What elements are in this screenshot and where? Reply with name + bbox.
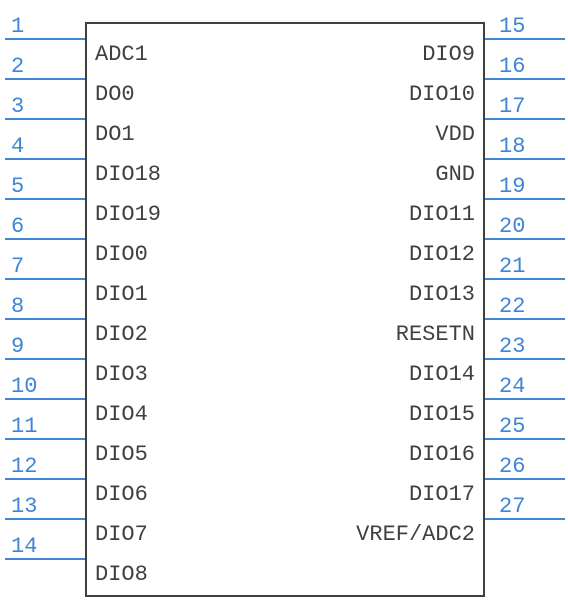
pin-number: 20 [499,214,525,239]
pin-label: DIO8 [95,562,148,587]
pin-label: RESETN [396,322,475,347]
pin-number: 9 [11,334,24,359]
pin-number: 26 [499,454,525,479]
pin-number: 22 [499,294,525,319]
pin-label: DIO0 [95,242,148,267]
pin-label: DIO3 [95,362,148,387]
pin-label: DIO13 [409,282,475,307]
pin-label: DIO5 [95,442,148,467]
pin-number: 19 [499,174,525,199]
pin-label: DIO17 [409,482,475,507]
pin-label: DIO6 [95,482,148,507]
pin-label: GND [435,162,475,187]
pin-label: DO0 [95,82,135,107]
pin-label: DIO12 [409,242,475,267]
pin-label: DIO7 [95,522,148,547]
pin-label: DIO1 [95,282,148,307]
pin-label: ADC1 [95,42,148,67]
pin-number: 2 [11,54,24,79]
pin-number: 25 [499,414,525,439]
pin-number: 18 [499,134,525,159]
pin-number: 11 [11,414,37,439]
pin-number: 13 [11,494,37,519]
pin-number: 10 [11,374,37,399]
pin-number: 27 [499,494,525,519]
pin-number: 4 [11,134,24,159]
pin-number: 6 [11,214,24,239]
pin-label: DIO14 [409,362,475,387]
pin-number: 8 [11,294,24,319]
pin-label: DIO11 [409,202,475,227]
pinout-diagram: 1ADC12DO03DO14DIO185DIO196DIO07DIO18DIO2… [0,0,568,612]
pin-number: 24 [499,374,525,399]
pin-label: DIO2 [95,322,148,347]
pin-number: 21 [499,254,525,279]
pin-number: 16 [499,54,525,79]
pin-number: 1 [11,14,24,39]
pin-number: 12 [11,454,37,479]
pin-label: DIO4 [95,402,148,427]
pin-number: 3 [11,94,24,119]
pin-number: 23 [499,334,525,359]
pin-label: DIO9 [422,42,475,67]
pin-label: DO1 [95,122,135,147]
pin-number: 5 [11,174,24,199]
pin-label: DIO16 [409,442,475,467]
pin-number: 15 [499,14,525,39]
pin-label: VREF/ADC2 [356,522,475,547]
pin-number: 17 [499,94,525,119]
pin-label: DIO10 [409,82,475,107]
pin-label: DIO19 [95,202,161,227]
pin-label: DIO15 [409,402,475,427]
pin-label: VDD [435,122,475,147]
pin-number: 7 [11,254,24,279]
pin-number: 14 [11,534,37,559]
chip-body [85,22,485,597]
pin-label: DIO18 [95,162,161,187]
